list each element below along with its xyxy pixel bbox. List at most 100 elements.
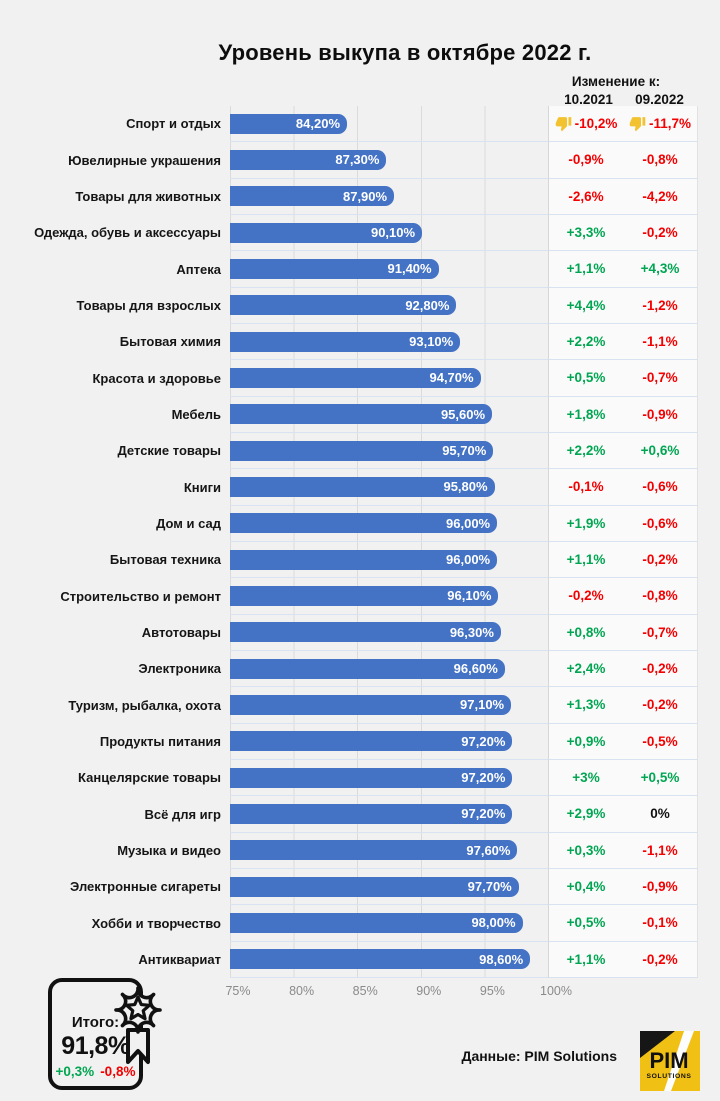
change-vs-09-2022: -0,2% bbox=[623, 541, 698, 579]
table-row: Красота и здоровье 94,70% +0,5% -0,7% bbox=[0, 360, 720, 397]
change-value: +1,1% bbox=[566, 951, 606, 967]
category-label: Хобби и творчество bbox=[91, 915, 221, 931]
table-row: Туризм, рыбалка, охота 97,10% +1,3% -0,2… bbox=[0, 687, 720, 724]
bar-track: 91,40% bbox=[230, 251, 548, 288]
category-label: Детские товары bbox=[117, 443, 221, 459]
change-value: -0,7% bbox=[642, 370, 678, 386]
category-label: Продукты питания bbox=[99, 733, 221, 749]
bar-value-label: 87,90% bbox=[342, 188, 388, 204]
category-label: Всё для игр bbox=[144, 806, 221, 822]
change-vs-10-2021: +0,5% bbox=[548, 360, 623, 397]
change-vs-09-2022: -0,2% bbox=[623, 214, 698, 252]
logo-subtitle: SOLUTIONS bbox=[646, 1073, 691, 1080]
bar: 95,80% bbox=[230, 476, 495, 497]
change-value: +0,5% bbox=[566, 915, 606, 931]
table-row: Канцелярские товары 97,20% +3% +0,5% bbox=[0, 759, 720, 797]
change-vs-09-2022: +0,5% bbox=[623, 759, 698, 797]
bar-value-label: 96,30% bbox=[449, 624, 494, 640]
pim-solutions-logo: PIM SOLUTIONS bbox=[640, 1031, 700, 1091]
change-vs-09-2022: -0,7% bbox=[623, 614, 698, 651]
change-vs-09-2022: -1,1% bbox=[623, 323, 698, 361]
bar-value-label: 97,10% bbox=[460, 697, 505, 713]
change-value: +0,5% bbox=[566, 370, 606, 386]
totals-value: 91,8% bbox=[61, 1032, 130, 1060]
change-value: -0,6% bbox=[642, 479, 678, 495]
bar: 95,60% bbox=[230, 404, 493, 425]
thumbs-down-icon bbox=[629, 115, 646, 132]
change-value: -1,1% bbox=[642, 842, 678, 858]
change-value: +0,5% bbox=[640, 770, 680, 786]
change-value: +0,6% bbox=[640, 443, 680, 459]
change-value: +4,3% bbox=[640, 261, 680, 277]
change-vs-10-2021: +1,8% bbox=[548, 396, 623, 433]
change-value: +0,9% bbox=[566, 733, 606, 749]
table-row: Аптека 91,40% +1,1% +4,3% bbox=[0, 251, 720, 288]
table-row: Одежда, обувь и аксессуары 90,10% +3,3% … bbox=[0, 214, 720, 252]
bar-value-label: 91,40% bbox=[387, 261, 432, 277]
change-value: -11,7% bbox=[648, 116, 692, 132]
x-axis-tick: 80% bbox=[289, 984, 315, 998]
table-row: Электроника 96,60% +2,4% -0,2% bbox=[0, 650, 720, 688]
change-vs-10-2021: +1,1% bbox=[548, 541, 623, 579]
change-vs-10-2021: +0,3% bbox=[548, 832, 623, 869]
bar-value-label: 96,10% bbox=[447, 588, 492, 604]
table-row: Мебель 95,60% +1,8% -0,9% bbox=[0, 396, 720, 433]
change-vs-10-2021: +1,9% bbox=[548, 505, 623, 542]
change-value: -0,2% bbox=[642, 661, 678, 677]
category-label: Товары для взрослых bbox=[76, 297, 221, 313]
change-vs-10-2021: +0,9% bbox=[548, 723, 623, 760]
bar-value-label: 84,20% bbox=[295, 116, 341, 132]
category-label: Товары для животных bbox=[75, 189, 221, 204]
table-row: Продукты питания 97,20% +0,9% -0,5% bbox=[0, 723, 720, 760]
change-vs-10-2021: +0,4% bbox=[548, 868, 623, 906]
bar-value-label: 97,20% bbox=[461, 806, 506, 822]
change-vs-09-2022: -1,1% bbox=[623, 832, 698, 869]
x-axis-tick: 90% bbox=[416, 984, 442, 998]
bar: 87,30% bbox=[230, 149, 387, 170]
change-value: -4,2% bbox=[642, 188, 678, 204]
change-value: -0,2% bbox=[642, 225, 678, 241]
category-label: Одежда, обувь и аксессуары bbox=[34, 225, 221, 241]
change-vs-09-2022: -0,1% bbox=[623, 905, 698, 942]
bar-track: 84,20% bbox=[230, 106, 548, 143]
bar-track: 97,20% bbox=[230, 723, 548, 760]
totals-badge: Итого: 91,8% +0,3% -0,8% bbox=[48, 978, 143, 1090]
change-value: +2,4% bbox=[566, 661, 606, 677]
change-vs-09-2022: -0,7% bbox=[623, 360, 698, 397]
x-axis-tick: 100% bbox=[540, 984, 572, 998]
change-vs-10-2021: +2,2% bbox=[548, 432, 623, 470]
change-value: -0,8% bbox=[642, 588, 678, 604]
bar-track: 94,70% bbox=[230, 360, 548, 397]
bar: 87,90% bbox=[230, 186, 395, 207]
bar-track: 96,00% bbox=[230, 541, 548, 579]
bar-track: 92,80% bbox=[230, 287, 548, 324]
bar: 97,10% bbox=[230, 694, 512, 715]
bar-track: 96,60% bbox=[230, 650, 548, 688]
change-vs-10-2021: +2,4% bbox=[548, 650, 623, 688]
bar-track: 97,20% bbox=[230, 759, 548, 797]
bar-value-label: 93,10% bbox=[409, 334, 454, 350]
table-row: Детские товары 95,70% +2,2% +0,6% bbox=[0, 432, 720, 470]
table-row: Бытовая техника 96,00% +1,1% -0,2% bbox=[0, 541, 720, 579]
bar-track: 87,90% bbox=[230, 178, 548, 215]
change-vs-10-2021: -0,1% bbox=[548, 469, 623, 506]
bar-track: 95,70% bbox=[230, 432, 548, 470]
bar-track: 95,60% bbox=[230, 396, 548, 433]
change-vs-10-2021: -10,2% bbox=[548, 106, 623, 143]
x-axis-tick: 85% bbox=[352, 984, 378, 998]
change-vs-09-2022: 0% bbox=[623, 796, 698, 833]
change-value: +0,4% bbox=[566, 879, 606, 895]
page-title: Уровень выкупа в октябре 2022 г. bbox=[218, 40, 592, 65]
bar-track: 96,10% bbox=[230, 578, 548, 615]
bar: 97,20% bbox=[230, 767, 513, 788]
bar-value-label: 95,80% bbox=[443, 479, 488, 495]
change-vs-10-2021: +4,4% bbox=[548, 287, 623, 324]
bar: 84,20% bbox=[230, 113, 348, 134]
change-vs-09-2022: -0,2% bbox=[623, 941, 698, 978]
table-row: Строительство и ремонт 96,10% -0,2% -0,8… bbox=[0, 578, 720, 615]
change-value: -0,1% bbox=[642, 915, 678, 931]
bar-value-label: 95,70% bbox=[442, 443, 487, 459]
change-value: +3% bbox=[572, 770, 600, 786]
table-row: Спорт и отдых 84,20% -10,2% -11,7% bbox=[0, 106, 720, 143]
